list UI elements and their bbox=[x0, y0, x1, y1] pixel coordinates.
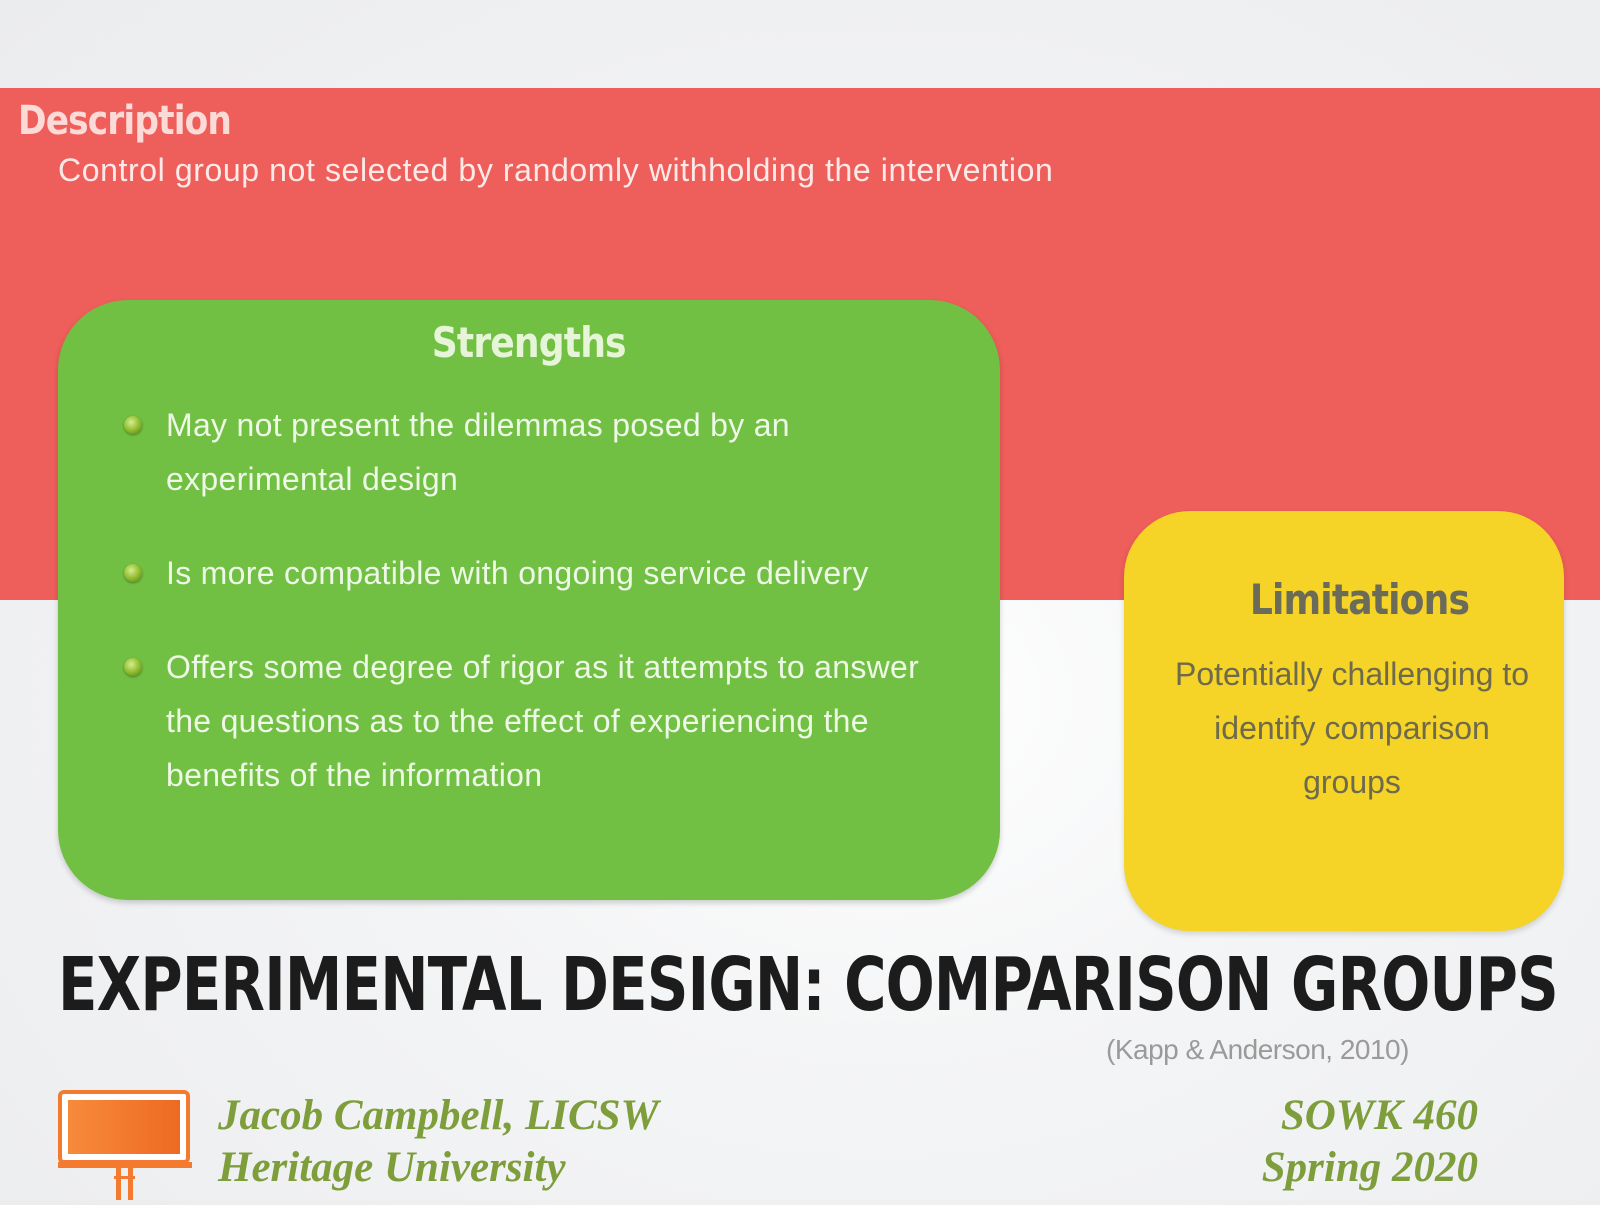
billboard-icon bbox=[58, 1090, 194, 1200]
author-name: Jacob Campbell, LICSW bbox=[218, 1092, 659, 1139]
strength-item: Offers some degree of rigor as it attemp… bbox=[58, 640, 1000, 802]
institution-name: Heritage University bbox=[218, 1144, 566, 1191]
course-code: SOWK 460 bbox=[1280, 1092, 1478, 1139]
strengths-title-text: Strengths bbox=[432, 318, 627, 367]
limitations-text: Potentially challenging to identify comp… bbox=[1174, 656, 1529, 800]
limitations-box: Limitations Potentially challenging to i… bbox=[1124, 511, 1564, 931]
course-term: Spring 2020 bbox=[1261, 1144, 1478, 1191]
strength-item: Is more compatible with ongoing service … bbox=[58, 546, 1000, 600]
limitations-title-text: Limitations bbox=[1249, 575, 1469, 624]
footer-right: SOWK 460 Spring 2020 bbox=[1262, 1090, 1478, 1194]
description-heading: Description bbox=[18, 98, 232, 144]
limitations-title: Limitations bbox=[1124, 575, 1594, 624]
strength-item-text: Is more compatible with ongoing service … bbox=[166, 555, 869, 591]
footer-left: Jacob Campbell, LICSW Heritage Universit… bbox=[218, 1090, 659, 1194]
bullet-icon bbox=[124, 416, 142, 434]
citation: (Kapp & Anderson, 2010) bbox=[1106, 1034, 1409, 1065]
strengths-list: May not present the dilemmas posed by an… bbox=[58, 398, 1000, 842]
strength-item-text: Offers some degree of rigor as it attemp… bbox=[166, 649, 920, 793]
description-text: Control group not selected by randomly w… bbox=[58, 152, 1054, 188]
strengths-title: Strengths bbox=[58, 318, 1000, 367]
bullet-icon bbox=[124, 564, 142, 582]
strengths-box: Strengths May not present the dilemmas p… bbox=[58, 300, 1000, 900]
slide-title: EXPERIMENTAL DESIGN: COMPARISON GROUPS bbox=[58, 942, 1559, 1028]
bullet-icon bbox=[124, 658, 142, 676]
strength-item: May not present the dilemmas posed by an… bbox=[58, 398, 1000, 506]
strength-item-text: May not present the dilemmas posed by an… bbox=[166, 407, 790, 497]
